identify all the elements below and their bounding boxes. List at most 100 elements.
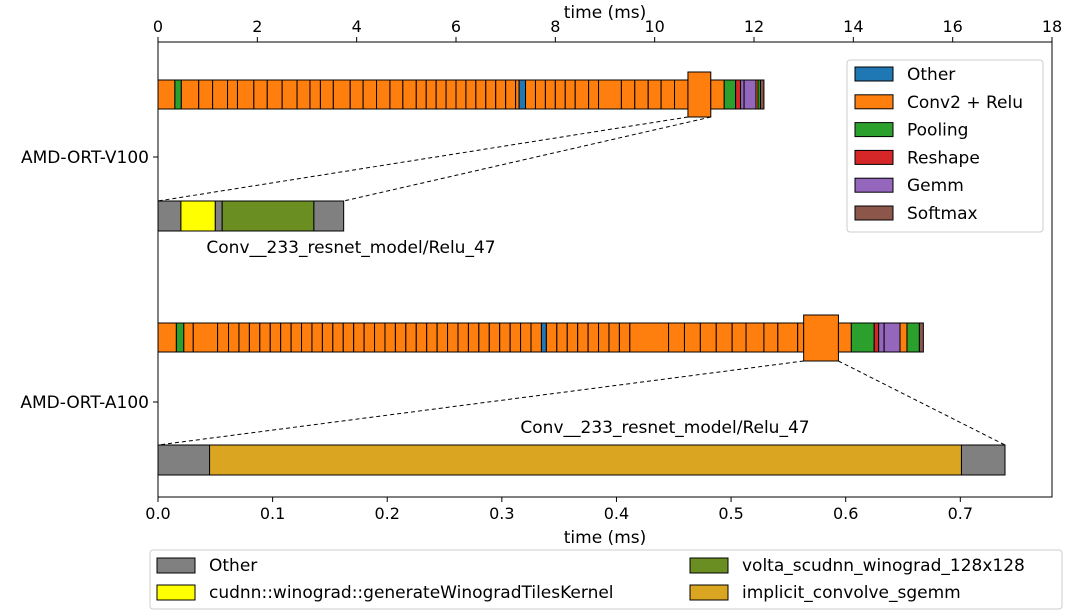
legend-swatch (854, 177, 894, 193)
bottom-tick-label: 0.0 (145, 504, 170, 523)
kernel-segment (313, 200, 345, 232)
bottom-tick-label: 0.6 (833, 504, 858, 523)
kernel-segment (157, 200, 182, 232)
legend-label: implicit_convolve_sgemm (742, 583, 961, 603)
op-segment (574, 79, 590, 110)
op-segment (608, 322, 620, 353)
op-segment (248, 322, 261, 353)
op-segment (180, 79, 200, 110)
op-segment (362, 79, 378, 110)
bottom-tick-label: 0.3 (489, 504, 514, 523)
op-segment (723, 79, 737, 110)
op-segment (157, 79, 176, 110)
op-segment (227, 79, 238, 110)
op-segment (332, 79, 351, 110)
bottom-tick-label: 0.7 (948, 504, 973, 523)
kernel-segment (180, 200, 216, 232)
op-segment (405, 322, 417, 353)
op-segment (363, 322, 376, 353)
op-segment (540, 322, 547, 353)
op-segment (349, 79, 364, 110)
legend-ops-box (846, 59, 1044, 233)
op-segment (763, 322, 779, 353)
top-tick-label: 18 (1042, 17, 1062, 36)
legend-kernels-box (149, 549, 1063, 610)
op-segment (899, 322, 908, 353)
op-segment (253, 79, 268, 110)
op-segment (668, 322, 685, 353)
op-segment (534, 79, 546, 110)
op-segment (290, 322, 303, 353)
op-segment (699, 322, 717, 353)
row-label-v100: AMD-ORT-V100 (21, 148, 149, 168)
highlighted-op-segment (803, 314, 839, 362)
op-segment (376, 79, 391, 110)
top-tick-label: 6 (451, 17, 461, 36)
legend-swatch (689, 584, 729, 601)
op-segment (425, 79, 437, 110)
op-segment (735, 79, 742, 110)
highlighted-op-segment (687, 71, 712, 118)
zoom-line (343, 116, 711, 202)
op-segment (374, 322, 386, 353)
op-segment (485, 79, 497, 110)
bottom-tick-label: 0.4 (604, 504, 629, 523)
op-segment (518, 79, 527, 110)
op-segment (564, 79, 576, 110)
legend-label: Pooling (907, 121, 968, 141)
top-axis: 0 2 4 6 8 10 12 14 16 18 (153, 17, 1062, 42)
op-segment (740, 79, 745, 110)
legend-kernels: Othercudnn::winograd::generateWinogradTi… (149, 549, 1063, 610)
op-segment (394, 322, 407, 353)
op-segment (311, 322, 323, 353)
op-segment (647, 79, 662, 110)
legend-ops: Other Conv2 + Relu Pooling Reshape Gemm Softm… (846, 59, 1044, 233)
op-segment (674, 79, 689, 110)
op-segment (426, 322, 438, 353)
op-segment (281, 79, 298, 110)
v100-op-bars (157, 71, 765, 118)
op-segment (554, 79, 566, 110)
a100-kernel-bars (157, 444, 1006, 476)
bottom-axis-label: time (ms) (564, 528, 647, 548)
bottom-tick-label: 0.1 (260, 504, 285, 523)
op-segment (906, 322, 920, 353)
op-segment (183, 322, 194, 353)
op-segment (918, 322, 924, 353)
top-tick-label: 4 (352, 17, 362, 36)
legend-swatch (854, 122, 894, 138)
op-segment (759, 79, 765, 110)
op-segment (436, 322, 449, 353)
op-segment (266, 79, 283, 110)
legend-swatch (156, 557, 196, 574)
op-segment (629, 322, 670, 353)
top-tick-label: 16 (942, 17, 962, 36)
v100-kernel-label: Conv__233_resnet_model/Relu_47 (206, 238, 495, 258)
bottom-tick-label: 0.5 (718, 504, 743, 523)
op-segment (618, 322, 631, 353)
top-tick-label: 10 (644, 17, 664, 36)
zoom-line (838, 360, 1006, 446)
top-tick-label: 2 (252, 17, 262, 36)
op-segment (402, 79, 417, 110)
op-segment (873, 322, 880, 353)
op-segment (296, 79, 311, 110)
legend-swatch (854, 66, 894, 82)
plot-border (157, 41, 1053, 498)
legend-swatch (854, 205, 894, 221)
op-segment (634, 79, 649, 110)
op-segment (837, 322, 852, 353)
top-tick-label: 14 (843, 17, 863, 36)
op-segment (620, 79, 636, 110)
op-segment (509, 322, 522, 353)
op-segment (587, 322, 600, 353)
op-segment (174, 79, 182, 110)
a100-kernel-label: Conv__233_resnet_model/Relu_47 (520, 418, 809, 438)
op-segment (505, 79, 517, 110)
legend-label: Gemm (907, 176, 964, 196)
op-segment (588, 79, 600, 110)
op-segment (566, 322, 579, 353)
op-segment (301, 322, 313, 353)
top-axis-label: time (ms) (564, 3, 647, 23)
op-segment (478, 322, 490, 353)
